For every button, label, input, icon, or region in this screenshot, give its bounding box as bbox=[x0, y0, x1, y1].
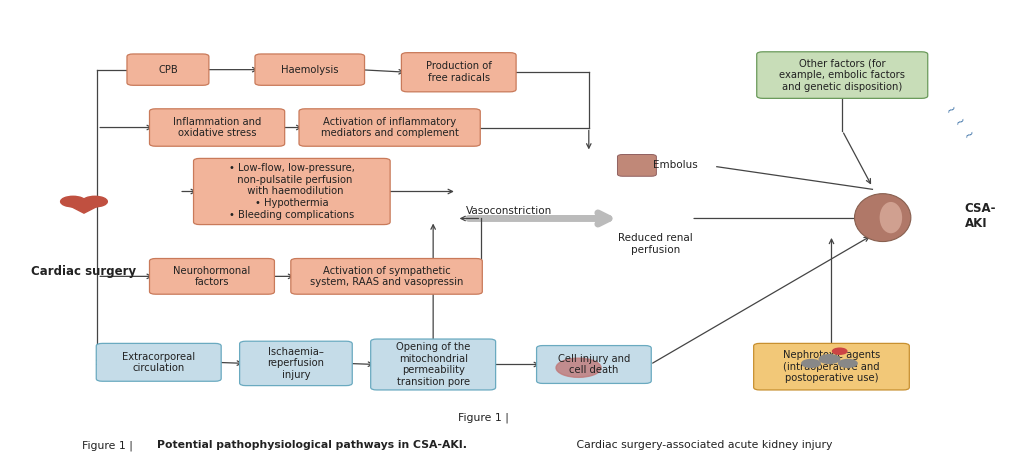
Text: CSA-
AKI: CSA- AKI bbox=[965, 202, 996, 230]
FancyBboxPatch shape bbox=[150, 258, 274, 294]
Text: • Low-flow, low-pressure,
  non-pulsatile perfusion
  with haemodilution
• Hypot: • Low-flow, low-pressure, non-pulsatile … bbox=[229, 163, 354, 220]
Circle shape bbox=[839, 359, 857, 367]
Circle shape bbox=[833, 348, 847, 354]
FancyBboxPatch shape bbox=[291, 258, 482, 294]
FancyBboxPatch shape bbox=[754, 344, 909, 390]
Ellipse shape bbox=[854, 194, 911, 242]
Text: Potential pathophysiological pathways in CSA-AKI.: Potential pathophysiological pathways in… bbox=[157, 440, 467, 450]
Text: Haemolysis: Haemolysis bbox=[281, 65, 339, 75]
Text: Cell injury and
cell death: Cell injury and cell death bbox=[558, 354, 630, 375]
Text: Figure 1 |: Figure 1 | bbox=[458, 413, 512, 423]
FancyBboxPatch shape bbox=[194, 158, 390, 225]
Text: Inflammation and
oxidative stress: Inflammation and oxidative stress bbox=[173, 117, 261, 138]
Text: Cardiac surgery-associated acute kidney injury: Cardiac surgery-associated acute kidney … bbox=[573, 440, 833, 450]
Circle shape bbox=[552, 357, 605, 379]
Text: Nephrotoxic agents
(intraoperative and
postoperative use): Nephrotoxic agents (intraoperative and p… bbox=[783, 350, 880, 383]
Text: Ischaemia–
reperfusion
injury: Ischaemia– reperfusion injury bbox=[267, 347, 325, 380]
Text: Figure 1 |: Figure 1 | bbox=[82, 440, 136, 450]
Polygon shape bbox=[61, 201, 106, 213]
FancyBboxPatch shape bbox=[150, 109, 285, 146]
Text: Activation of sympathetic
system, RAAS and vasopressin: Activation of sympathetic system, RAAS a… bbox=[310, 266, 463, 287]
Circle shape bbox=[556, 358, 601, 377]
FancyBboxPatch shape bbox=[127, 54, 209, 85]
Text: Opening of the
mitochondrial
permeability
transition pore: Opening of the mitochondrial permeabilit… bbox=[396, 342, 470, 387]
FancyBboxPatch shape bbox=[255, 54, 365, 85]
Text: Activation of inflammatory
mediators and complement: Activation of inflammatory mediators and… bbox=[321, 117, 459, 138]
FancyBboxPatch shape bbox=[299, 109, 480, 146]
Text: Extracorporeal
circulation: Extracorporeal circulation bbox=[122, 351, 196, 373]
Text: Cardiac surgery: Cardiac surgery bbox=[32, 265, 136, 278]
Text: Reduced renal
perfusion: Reduced renal perfusion bbox=[618, 233, 692, 255]
Text: Embolus: Embolus bbox=[653, 160, 698, 170]
FancyBboxPatch shape bbox=[537, 345, 651, 383]
Circle shape bbox=[819, 355, 840, 363]
FancyBboxPatch shape bbox=[401, 53, 516, 92]
FancyBboxPatch shape bbox=[371, 339, 496, 390]
Text: CPB: CPB bbox=[158, 65, 178, 75]
FancyBboxPatch shape bbox=[96, 344, 221, 381]
FancyBboxPatch shape bbox=[240, 341, 352, 386]
FancyBboxPatch shape bbox=[757, 52, 928, 98]
Ellipse shape bbox=[880, 202, 902, 233]
Text: Production of
free radicals: Production of free radicals bbox=[426, 62, 492, 83]
Text: Neurohormonal
factors: Neurohormonal factors bbox=[173, 266, 251, 287]
Circle shape bbox=[802, 359, 820, 367]
Text: Other factors (for
example, embolic factors
and genetic disposition): Other factors (for example, embolic fact… bbox=[779, 58, 905, 92]
FancyBboxPatch shape bbox=[617, 155, 656, 176]
Text: Vasoconstriction: Vasoconstriction bbox=[466, 206, 552, 216]
Text: ~
~
~: ~ ~ ~ bbox=[944, 101, 977, 143]
Circle shape bbox=[60, 196, 86, 207]
Circle shape bbox=[82, 196, 108, 207]
